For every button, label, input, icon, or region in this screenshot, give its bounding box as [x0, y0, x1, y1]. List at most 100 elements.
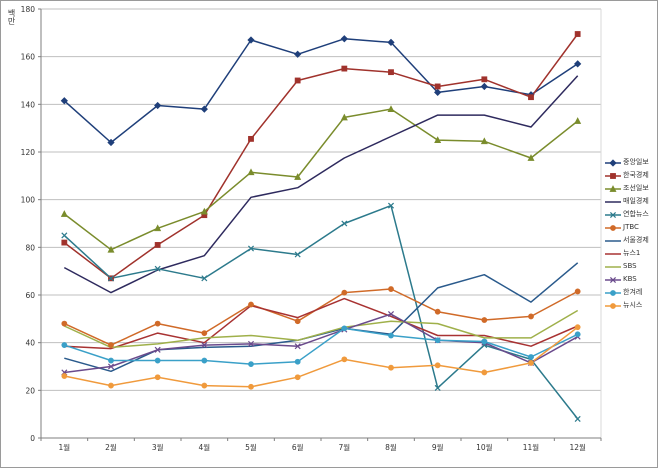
legend-item: SBS: [605, 260, 658, 273]
data-point: [527, 154, 535, 161]
data-point: [528, 360, 534, 366]
legend-item: KBS: [605, 273, 658, 286]
legend-swatch-marker: [610, 289, 616, 296]
data-point: [434, 83, 441, 90]
data-point: [154, 265, 161, 272]
legend-swatch-marker: [610, 224, 616, 231]
y-tick-label: 60: [25, 291, 35, 300]
data-point: [108, 357, 114, 364]
data-point: [388, 364, 394, 371]
data-point: [294, 358, 301, 365]
data-point: [154, 320, 161, 327]
y-axis-label: 백만: [7, 9, 16, 25]
data-point: [387, 38, 395, 46]
data-point: [481, 76, 488, 83]
data-point: [60, 210, 68, 217]
legend-item: JTBC: [605, 221, 658, 234]
data-point: [341, 65, 348, 72]
legend-label: 한겨레: [623, 288, 643, 296]
series-line: [63, 33, 579, 280]
data-point: [201, 357, 208, 364]
legend-item: 서울경제: [605, 234, 658, 247]
data-point: [388, 69, 394, 76]
data-point: [387, 105, 395, 112]
data-point: [341, 220, 348, 227]
series-markers: [60, 31, 582, 422]
data-point: [574, 415, 581, 422]
legend-swatch: [605, 265, 621, 268]
legend-item: 매일경제: [605, 195, 658, 208]
legend-label: 뉴스1: [623, 249, 641, 257]
data-point: [294, 77, 301, 84]
legend-swatch: [605, 211, 621, 218]
data-point: [248, 361, 254, 368]
data-point: [201, 330, 208, 337]
legend-swatch: [605, 184, 621, 192]
data-point: [528, 313, 534, 320]
data-point: [387, 202, 395, 209]
legend-label: JTBC: [623, 223, 639, 231]
series-line: [64, 313, 579, 374]
legend-item: 뉴스1: [605, 247, 658, 260]
y-tick-label: 180: [21, 5, 36, 14]
data-point: [434, 362, 441, 369]
data-point: [574, 324, 581, 331]
legend-swatch-marker: [609, 158, 617, 167]
data-point: [60, 97, 68, 105]
data-point: [574, 60, 582, 68]
legend-label: 매일경제: [623, 197, 649, 205]
data-point: [201, 342, 208, 349]
x-tick-label: 3월: [152, 442, 164, 452]
data-point: [201, 275, 208, 282]
x-tick-label: 4월: [198, 442, 210, 452]
legend-item: 중앙일보: [605, 156, 658, 169]
data-point: [341, 356, 348, 363]
x-tick-label: 2월: [105, 442, 117, 452]
data-point: [388, 332, 394, 339]
series-lines: [63, 33, 579, 420]
data-point: [154, 346, 161, 353]
y-tick-label: 160: [21, 53, 36, 62]
legend-label: 연합뉴스: [623, 210, 649, 218]
legend-item: 조선일보: [605, 182, 658, 195]
legend-item: 뉴시스: [605, 299, 658, 312]
data-point: [61, 373, 68, 379]
x-tick-label: 12월: [569, 442, 586, 452]
series-line: [64, 327, 579, 365]
plot-area: [41, 9, 601, 438]
data-point: [154, 224, 162, 232]
data-point: [528, 354, 534, 360]
data-point: [481, 369, 488, 376]
legend-label: 한국경제: [623, 171, 649, 179]
y-tick-label: 140: [21, 100, 36, 109]
data-point: [481, 338, 488, 345]
data-point: [434, 308, 441, 315]
data-point: [294, 374, 301, 381]
legend-swatch: [605, 172, 621, 179]
data-point: [61, 239, 68, 246]
legend-swatch-marker: [609, 276, 617, 283]
data-point: [247, 168, 255, 176]
legend-item: 한국경제: [605, 169, 658, 182]
legend-swatch: [605, 239, 621, 242]
series-line: [63, 204, 579, 420]
data-point: [107, 275, 115, 282]
data-point: [200, 105, 208, 113]
x-tick-label: 7월: [338, 442, 350, 452]
data-point: [247, 340, 255, 347]
data-point: [434, 136, 442, 143]
legend-swatch-marker: [609, 211, 617, 218]
y-tick-label: 120: [21, 148, 36, 157]
legend-swatch: [605, 158, 621, 167]
tick-labels: 0 20 40 60 80 100 120 140 160 180 1월 2월 3월 4월 5월 6월 7월 8월…: [21, 5, 586, 452]
gridlines: [41, 8, 602, 439]
data-point: [247, 36, 255, 44]
data-point: [480, 137, 488, 145]
legend-label: 중앙일보: [623, 158, 649, 166]
series-line: [63, 108, 579, 251]
data-point: [61, 342, 68, 348]
y-tick-label: 0: [30, 434, 35, 443]
legend-swatch: [605, 224, 621, 231]
data-point: [108, 342, 114, 348]
